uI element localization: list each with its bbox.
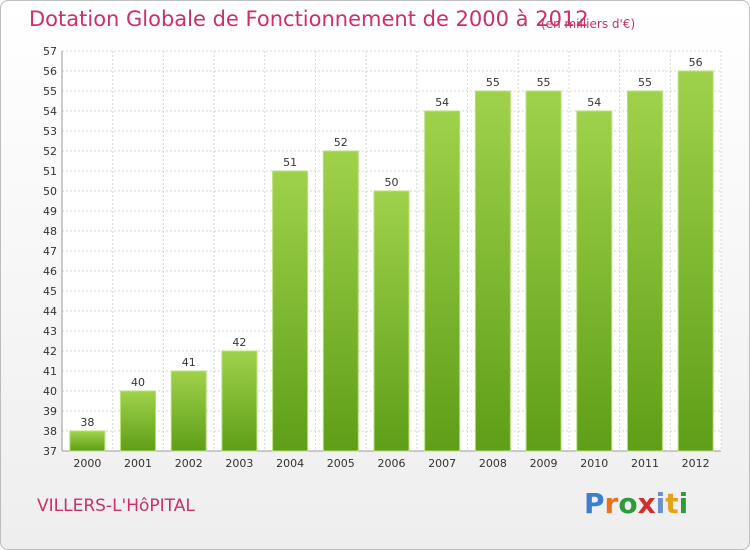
y-tick-label: 49 — [43, 205, 57, 218]
x-tick-label: 2012 — [682, 457, 710, 470]
x-tick-label: 2005 — [327, 457, 355, 470]
logo-letter: o — [618, 487, 638, 520]
bar-2009[interactable] — [525, 90, 562, 452]
proxiti-logo[interactable]: Proxiti — [584, 487, 688, 520]
bar-2006[interactable] — [373, 190, 410, 452]
y-tick-label: 40 — [43, 385, 57, 398]
x-tick-label: 2001 — [124, 457, 152, 470]
value-label: 55 — [638, 76, 652, 89]
value-label: 54 — [587, 96, 601, 109]
value-label: 54 — [435, 96, 449, 109]
value-label: 51 — [283, 156, 297, 169]
y-tick-label: 50 — [43, 185, 57, 198]
labels-layer: 37 38 39 40 41 42 43 44 45 46 47 48 49 50 51 52 53 54 55 56… — [43, 45, 710, 470]
x-tick-label: 2000 — [73, 457, 101, 470]
y-tick-label: 44 — [43, 305, 57, 318]
x-tick-label: 2006 — [378, 457, 406, 470]
value-label: 41 — [182, 356, 196, 369]
value-label: 42 — [232, 336, 246, 349]
x-tick-label: 2011 — [631, 457, 659, 470]
y-tick-label: 38 — [43, 425, 57, 438]
value-label: 38 — [80, 416, 94, 429]
y-tick-label: 41 — [43, 365, 57, 378]
y-tick-label: 48 — [43, 225, 57, 238]
bar-2008[interactable] — [474, 90, 511, 452]
bar-2004[interactable] — [272, 170, 309, 452]
x-tick-label: 2008 — [479, 457, 507, 470]
logo-letter: r — [604, 487, 619, 520]
y-tick-label: 57 — [43, 45, 57, 58]
y-tick-label: 54 — [43, 105, 57, 118]
value-label: 56 — [689, 56, 703, 69]
bar-2007[interactable] — [424, 110, 461, 452]
x-tick-label: 2004 — [276, 457, 304, 470]
value-label: 40 — [131, 376, 145, 389]
logo-letter: t — [665, 487, 679, 520]
y-tick-label: 56 — [43, 65, 57, 78]
bar-2011[interactable] — [626, 90, 663, 452]
x-tick-label: 2002 — [175, 457, 203, 470]
place-name: VILLERS-L'HôPITAL — [37, 496, 195, 516]
y-tick-label: 51 — [43, 165, 57, 178]
value-label: 50 — [385, 176, 399, 189]
logo-letter: x — [637, 487, 656, 520]
value-label: 55 — [486, 76, 500, 89]
y-tick-label: 43 — [43, 325, 57, 338]
y-tick-label: 47 — [43, 245, 57, 258]
bar-2000[interactable] — [69, 430, 106, 452]
y-tick-label: 52 — [43, 145, 57, 158]
bar-2005[interactable] — [322, 150, 359, 452]
bar-2012[interactable] — [677, 70, 714, 452]
chart-title: Dotation Globale de Fonctionnement de 20… — [29, 7, 589, 31]
value-label: 55 — [537, 76, 551, 89]
y-tick-label: 39 — [43, 405, 57, 418]
bar-2002[interactable] — [170, 370, 207, 452]
x-tick-label: 2009 — [530, 457, 558, 470]
logo-letter: i — [655, 487, 666, 520]
value-label: 52 — [334, 136, 348, 149]
y-tick-label: 37 — [43, 445, 57, 458]
y-tick-label: 55 — [43, 85, 57, 98]
logo-letter: P — [584, 487, 605, 520]
x-tick-label: 2003 — [225, 457, 253, 470]
bar-2003[interactable] — [221, 350, 258, 452]
bars-layer — [69, 70, 714, 452]
x-tick-label: 2007 — [428, 457, 456, 470]
x-tick-label: 2010 — [580, 457, 608, 470]
chart-subtitle: (en milliers d'€) — [541, 17, 636, 31]
y-tick-label: 45 — [43, 285, 57, 298]
bar-2010[interactable] — [576, 110, 613, 452]
bar-2001[interactable] — [120, 390, 157, 452]
y-tick-label: 53 — [43, 125, 57, 138]
y-tick-label: 42 — [43, 345, 57, 358]
y-tick-label: 46 — [43, 265, 57, 278]
logo-letter: i — [678, 487, 689, 520]
